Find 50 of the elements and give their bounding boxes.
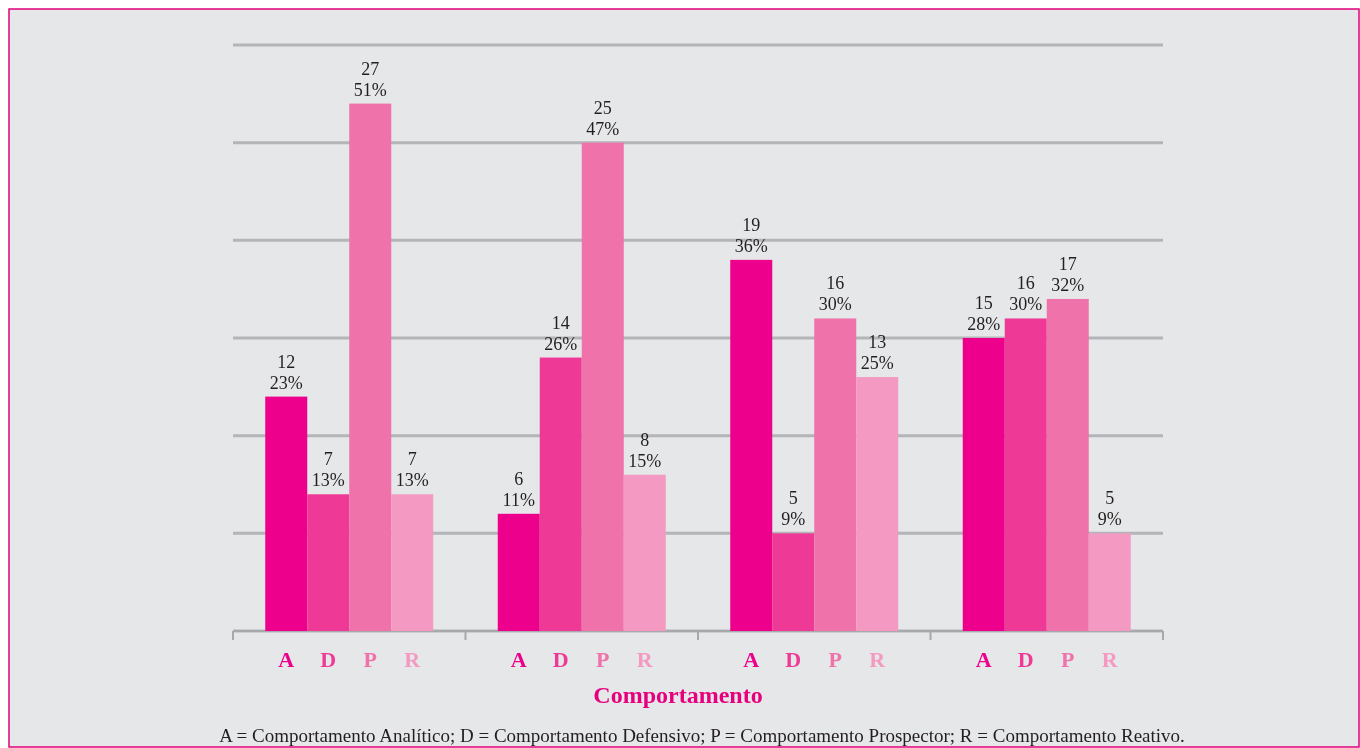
text: D xyxy=(552,647,569,672)
bar xyxy=(581,142,624,631)
bar xyxy=(265,396,308,631)
series-label: P xyxy=(363,647,377,672)
text: A xyxy=(510,647,527,672)
text: P xyxy=(828,647,842,672)
bar xyxy=(962,338,1005,631)
bar xyxy=(307,494,350,631)
text: A xyxy=(975,647,992,672)
bar xyxy=(772,533,815,631)
bar xyxy=(1004,318,1047,631)
data-label: 15 28% xyxy=(967,293,1001,334)
bar xyxy=(1088,533,1131,631)
data-label: 7 13% xyxy=(311,449,345,491)
data-label: 14 26% xyxy=(544,312,578,354)
x-axis-title: Comportamento xyxy=(593,682,763,708)
data-label: 12 23% xyxy=(269,351,303,393)
bar xyxy=(391,494,434,631)
series-label: D xyxy=(320,647,337,672)
series-label: A xyxy=(278,647,295,672)
text: R xyxy=(636,647,653,672)
data-label: 16 30% xyxy=(818,273,852,315)
bar xyxy=(539,357,582,631)
data-label: 27 51% xyxy=(353,58,387,100)
text: P xyxy=(1061,647,1075,672)
bar xyxy=(730,259,773,631)
bar xyxy=(349,103,392,631)
bar xyxy=(814,318,857,631)
text: D xyxy=(1017,647,1034,672)
text: R xyxy=(1101,647,1118,672)
data-label: 16 30% xyxy=(1009,273,1043,315)
data-label: 19 36% xyxy=(734,214,768,256)
bar xyxy=(623,474,666,631)
data-label: 6 11% xyxy=(502,468,535,510)
text: D xyxy=(785,647,802,672)
series-label: R xyxy=(404,647,422,672)
text: P xyxy=(596,647,610,672)
bar xyxy=(856,377,899,631)
data-label: 13 25% xyxy=(860,332,894,374)
text: A xyxy=(743,647,760,672)
data-label: 7 13% xyxy=(395,449,429,491)
data-label: 5 9% xyxy=(781,488,806,530)
text: A = Comportamento Analítico; D = Comportamento Defensivo; P = Comportamento Prospector; R = Comportamento Reativo. xyxy=(219,725,1185,746)
data-label: 17 32% xyxy=(1051,253,1085,295)
data-label: 5 9% xyxy=(1097,488,1122,530)
text: R xyxy=(869,647,886,672)
data-label: 8 15% xyxy=(628,429,662,471)
data-label: 25 47% xyxy=(586,97,620,139)
bar xyxy=(1046,298,1089,631)
bar xyxy=(497,513,540,631)
